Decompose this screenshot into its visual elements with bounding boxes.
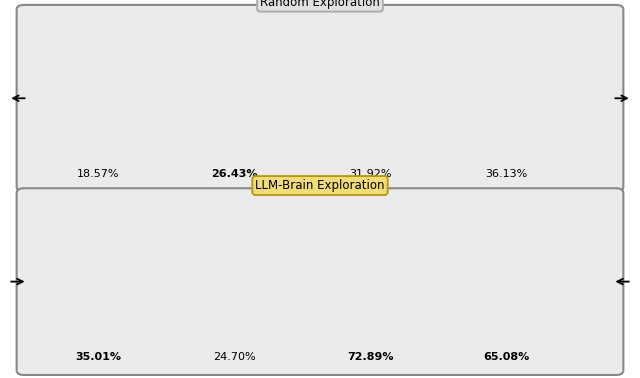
Text: 18.57%: 18.57% (77, 169, 120, 178)
Text: Random Exploration: Random Exploration (260, 0, 380, 9)
Text: 31.92%: 31.92% (349, 169, 392, 178)
Text: 72.89%: 72.89% (347, 352, 394, 362)
Text: 36.13%: 36.13% (484, 169, 527, 178)
Text: 35.01%: 35.01% (76, 352, 121, 362)
FancyBboxPatch shape (17, 188, 623, 375)
Text: 65.08%: 65.08% (483, 352, 529, 362)
Text: LLM-Brain Exploration: LLM-Brain Exploration (255, 179, 385, 192)
FancyBboxPatch shape (17, 5, 623, 192)
Text: 26.43%: 26.43% (211, 169, 258, 178)
Text: 24.70%: 24.70% (213, 352, 256, 362)
